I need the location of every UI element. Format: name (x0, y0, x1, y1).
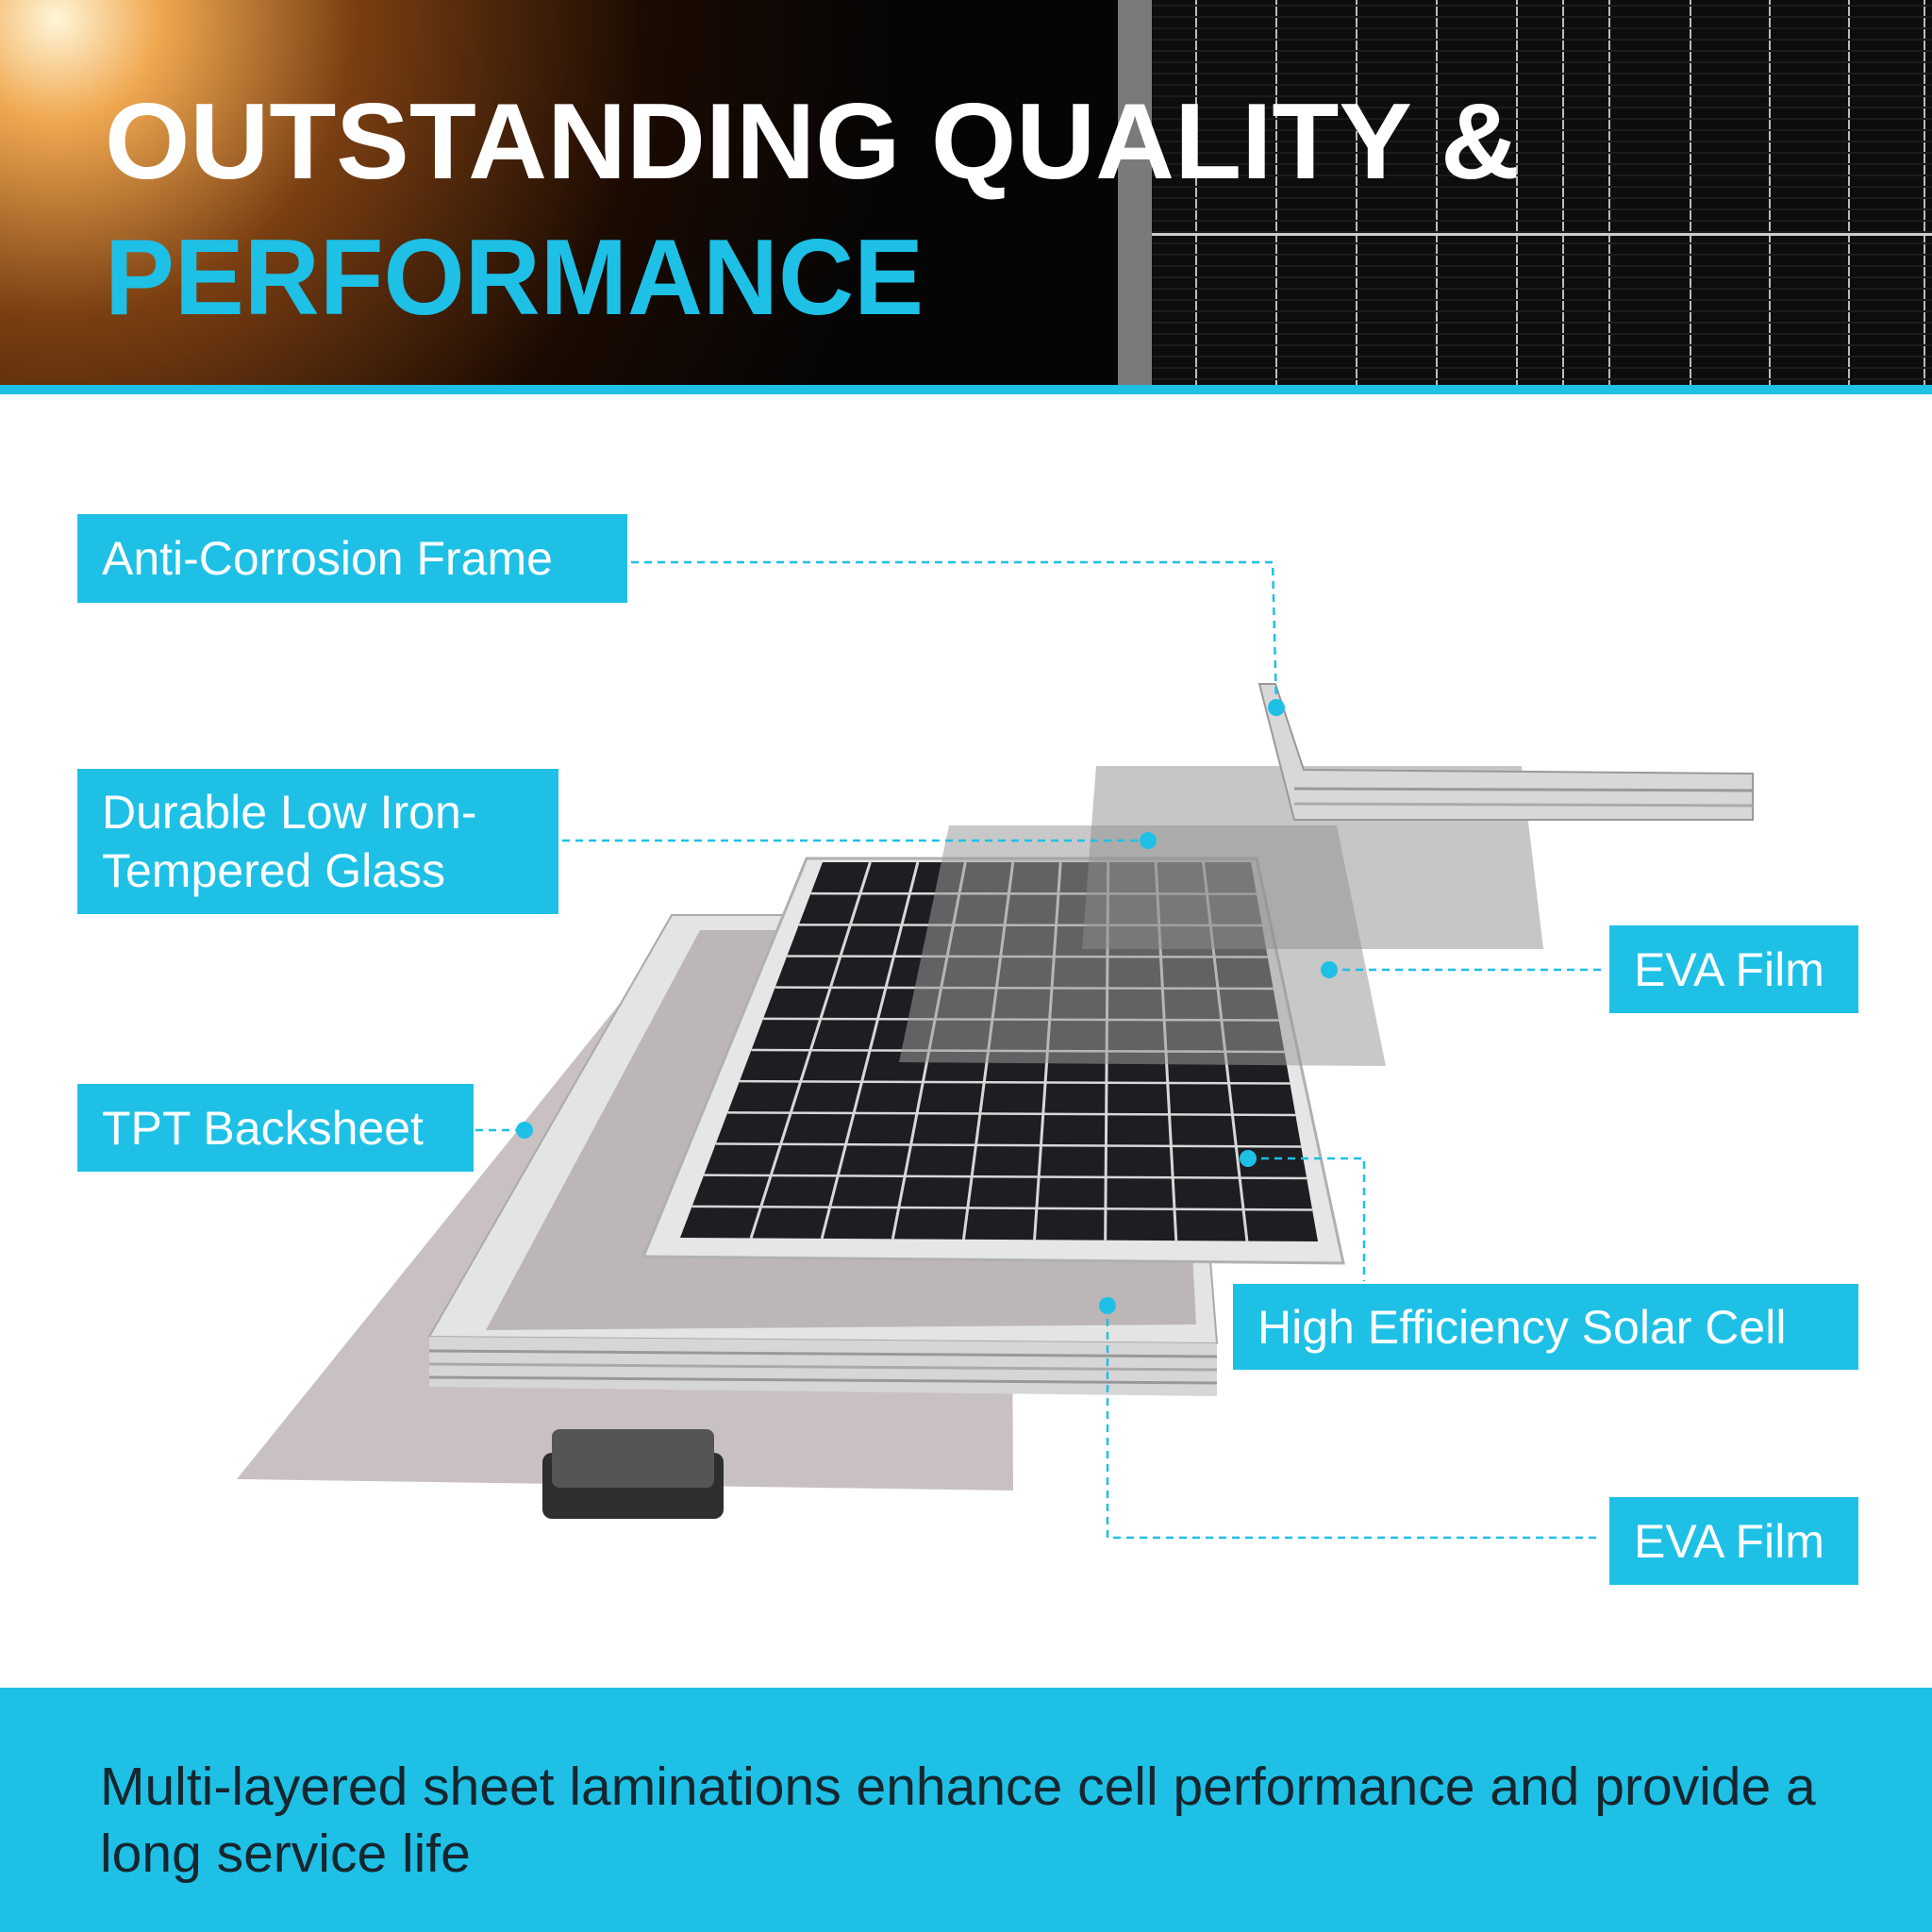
label-anti-corrosion-frame: Anti-Corrosion Frame (77, 514, 627, 603)
label-eva-film-top: EVA Film (1609, 925, 1858, 1013)
dot-glass (1140, 832, 1157, 849)
label-text: High Efficiency Solar Cell (1257, 1300, 1787, 1354)
junction-box (542, 1429, 724, 1519)
footer-text: Multi-layered sheet laminations enhance … (100, 1757, 1816, 1884)
label-text: TPT Backsheet (102, 1101, 424, 1155)
dot-solar-cell (1240, 1150, 1257, 1167)
footer-band: Multi-layered sheet laminations enhance … (0, 1688, 1932, 1932)
frame-corner-piece (1257, 683, 1754, 821)
sun-glow-background (0, 0, 1123, 385)
label-text: Anti-Corrosion Frame (102, 532, 553, 585)
leader-dots (516, 699, 1338, 1314)
panel-frame-edge (1118, 0, 1152, 385)
label-solar-cell: High Efficiency Solar Cell (1233, 1284, 1858, 1370)
panel-grid-lines (1152, 0, 1932, 385)
dot-eva-bottom (1099, 1297, 1116, 1314)
grid-line (727, 1111, 1296, 1117)
label-tempered-glass: Durable Low Iron- Tempered Glass (77, 769, 558, 914)
layer-diagram (237, 560, 1754, 1540)
grid-line (715, 1142, 1302, 1148)
accent-divider (0, 385, 1932, 394)
grid-line (704, 1174, 1307, 1180)
dot-backsheet (516, 1122, 533, 1139)
label-text: Tempered Glass (102, 844, 446, 897)
title-line-2: PERFORMANCE (105, 218, 924, 338)
label-text: Durable Low Iron- (102, 786, 477, 839)
dot-eva-top (1321, 961, 1338, 978)
label-eva-film-bottom: EVA Film (1609, 1497, 1858, 1585)
label-tpt-backsheet: TPT Backsheet (77, 1084, 474, 1172)
grid-line (691, 1205, 1313, 1211)
solar-panel-photo (1118, 0, 1932, 385)
grid-line (739, 1079, 1291, 1085)
label-text: EVA Film (1634, 1514, 1824, 1568)
label-text: EVA Film (1634, 942, 1824, 996)
header-banner: OUTSTANDING QUALITY & PERFORMANCE (0, 0, 1932, 394)
title-line-1: OUTSTANDING QUALITY & (105, 82, 1520, 202)
dot-frame (1268, 699, 1285, 716)
